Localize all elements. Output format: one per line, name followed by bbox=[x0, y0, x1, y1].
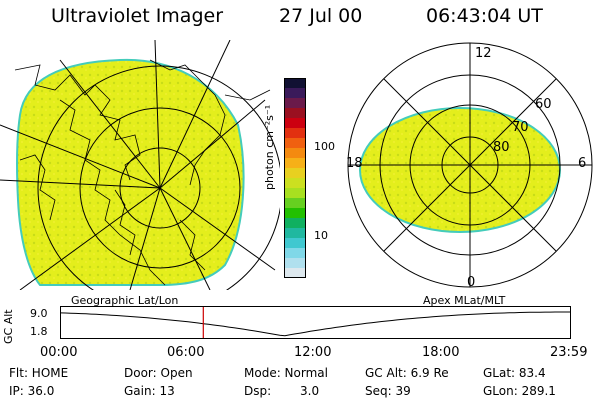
colorbar-band bbox=[284, 108, 306, 119]
colorbar-band bbox=[284, 218, 306, 229]
colorbar-band bbox=[284, 238, 306, 249]
colorbar-band bbox=[284, 258, 306, 269]
instrument-title: Ultraviolet Imager bbox=[51, 5, 224, 27]
colorbar-band bbox=[284, 88, 306, 99]
colorbar-tick-10: 10 bbox=[314, 229, 328, 242]
colorbar-band bbox=[284, 208, 306, 219]
status-glon: GLon: 289.1 bbox=[483, 384, 556, 398]
mlt-label-6: 6 bbox=[578, 156, 587, 171]
colorbar-band bbox=[284, 158, 306, 169]
colorbar-band bbox=[284, 188, 306, 199]
status-dsp-value: 3.0 bbox=[300, 384, 320, 398]
mlt-label-12: 12 bbox=[475, 46, 492, 61]
colorbar-band bbox=[284, 78, 306, 89]
colorbar-band bbox=[284, 138, 306, 149]
status-gain: Gain: 13 bbox=[124, 384, 175, 398]
time-tick-2359: 23:59 bbox=[550, 345, 588, 360]
timeline-ytick-max: 9.0 bbox=[30, 307, 48, 320]
geo-grid bbox=[0, 40, 280, 290]
colorbar-band bbox=[284, 268, 306, 278]
status-seq: Seq: 39 bbox=[365, 384, 411, 398]
polar-grid bbox=[347, 42, 593, 288]
status-glat: GLat: 83.4 bbox=[483, 366, 546, 380]
mlat-label-80: 80 bbox=[493, 140, 510, 155]
colorbar-band bbox=[284, 148, 306, 159]
mlat-label-70: 70 bbox=[512, 120, 529, 135]
status-door: Door: Open bbox=[124, 366, 193, 380]
apex-projection-label: Apex MLat/MLT bbox=[423, 294, 506, 307]
mlt-label-18: 18 bbox=[346, 156, 363, 171]
time-tick-0600: 06:00 bbox=[167, 345, 205, 360]
status-gc-alt: GC Alt: 6.9 Re bbox=[365, 366, 449, 380]
coastlines bbox=[14, 59, 271, 286]
mlt-label-0: 0 bbox=[467, 275, 476, 290]
colorbar-band bbox=[284, 248, 306, 259]
time-tick-1800: 18:00 bbox=[422, 345, 460, 360]
status-dsp-label: Dsp: bbox=[244, 384, 272, 398]
geographic-projection-label: Geographic Lat/Lon bbox=[71, 294, 179, 307]
colorbar-band bbox=[284, 178, 306, 189]
status-flt: Flt: HOME bbox=[9, 366, 69, 380]
time-tick-1200: 12:00 bbox=[294, 345, 332, 360]
time-tick-0000: 00:00 bbox=[40, 345, 78, 360]
date-label: 27 Jul 00 bbox=[279, 5, 363, 27]
gc-alt-timeline bbox=[60, 306, 571, 339]
timeline-ytick-min: 1.8 bbox=[30, 325, 48, 338]
timeline-ylabel: GC Alt bbox=[2, 309, 15, 344]
colorbar-band bbox=[284, 198, 306, 209]
colorbar-band bbox=[284, 128, 306, 139]
colorbar bbox=[284, 78, 306, 278]
colorbar-band bbox=[284, 118, 306, 129]
colorbar-unit-label: photon cm⁻²s⁻¹ bbox=[263, 104, 276, 190]
colorbar-band bbox=[284, 98, 306, 109]
time-label: 06:43:04 UT bbox=[426, 5, 543, 27]
colorbar-band bbox=[284, 168, 306, 179]
status-ip: IP: 36.0 bbox=[9, 384, 55, 398]
gc-alt-curve bbox=[60, 311, 571, 337]
mlat-label-60: 60 bbox=[535, 97, 552, 112]
colorbar-band bbox=[284, 228, 306, 239]
status-mode: Mode: Normal bbox=[244, 366, 328, 380]
polar-mlat-mlt-panel bbox=[347, 42, 593, 288]
colorbar-tick-100: 100 bbox=[314, 140, 335, 153]
geographic-image-panel bbox=[0, 40, 280, 290]
